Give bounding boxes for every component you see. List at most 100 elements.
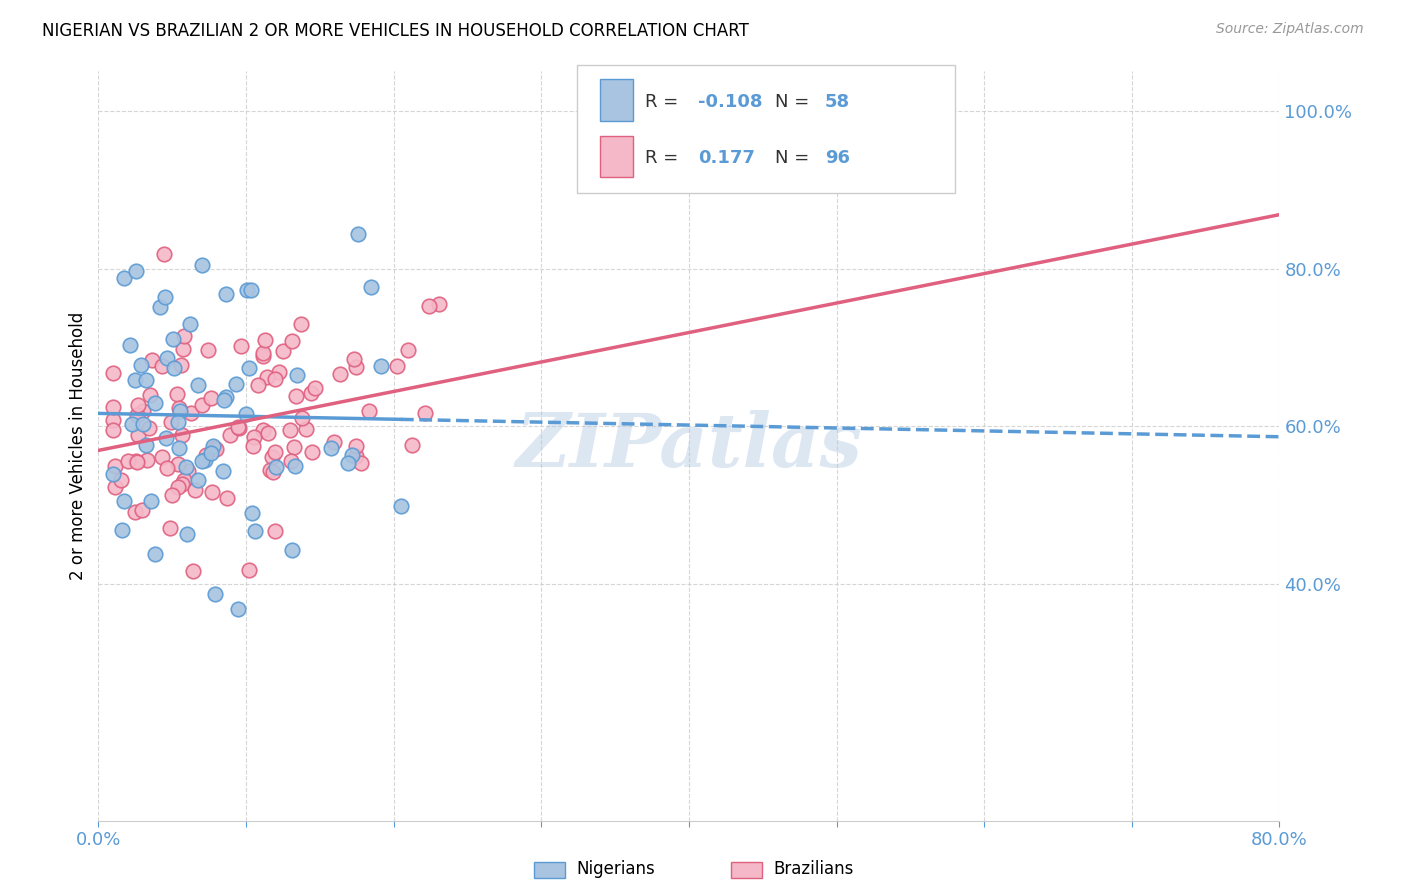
Point <box>235 407 257 421</box>
Point <box>343 352 366 367</box>
Point <box>110 473 132 487</box>
Point <box>180 406 202 420</box>
Point <box>167 401 190 415</box>
Point <box>132 404 155 418</box>
Point <box>336 457 359 471</box>
Point <box>212 392 235 407</box>
Point <box>389 500 412 514</box>
Point <box>229 339 252 353</box>
Point <box>257 425 280 440</box>
Point <box>177 464 200 478</box>
Point <box>155 431 177 445</box>
Point <box>174 459 197 474</box>
Point <box>127 455 149 469</box>
Point <box>120 338 142 352</box>
Point <box>329 368 352 382</box>
Point <box>195 448 218 462</box>
Point <box>173 328 195 343</box>
Point <box>127 428 149 442</box>
Point <box>205 442 228 457</box>
Point <box>179 317 201 331</box>
Point <box>204 587 226 601</box>
Point <box>143 396 166 410</box>
Point <box>291 411 314 425</box>
Point <box>294 422 316 436</box>
Point <box>156 351 179 366</box>
Point <box>271 344 294 359</box>
Point <box>240 506 263 520</box>
Point <box>150 359 173 373</box>
Text: 96: 96 <box>825 149 849 168</box>
Point <box>112 493 135 508</box>
Point <box>125 409 148 423</box>
Point <box>263 372 285 386</box>
Text: R =: R = <box>645 149 685 168</box>
Point <box>252 423 274 437</box>
Point <box>170 428 193 442</box>
Point <box>284 458 307 473</box>
Point <box>103 413 125 427</box>
Point <box>252 346 274 360</box>
Point <box>215 491 238 505</box>
Point <box>166 387 188 401</box>
Point <box>167 457 190 471</box>
Point <box>190 398 212 412</box>
Point <box>104 459 127 474</box>
Point <box>284 389 307 403</box>
Point <box>152 247 174 261</box>
Point <box>172 477 194 491</box>
Point <box>211 464 233 478</box>
Point <box>225 376 247 391</box>
Point <box>350 456 373 470</box>
Point <box>190 454 212 468</box>
Point <box>290 317 312 331</box>
Point <box>202 441 225 455</box>
Text: Nigerians: Nigerians <box>576 860 655 878</box>
Point <box>138 388 160 402</box>
Point <box>226 419 249 434</box>
Point <box>263 524 285 539</box>
Point <box>238 563 260 577</box>
Point <box>152 450 174 464</box>
Point <box>124 373 146 387</box>
Point <box>201 439 224 453</box>
Point <box>344 360 367 375</box>
Point <box>280 454 302 468</box>
Text: R =: R = <box>645 93 685 112</box>
Point <box>259 463 281 477</box>
Point <box>112 271 135 285</box>
Point <box>200 446 222 460</box>
Point <box>131 358 153 372</box>
Point <box>132 417 155 431</box>
Point <box>103 400 125 414</box>
Point <box>228 421 250 435</box>
Point <box>387 359 409 373</box>
Text: ZIPatlas: ZIPatlas <box>516 409 862 483</box>
Point <box>253 334 276 348</box>
FancyBboxPatch shape <box>576 65 955 193</box>
Y-axis label: 2 or more Vehicles in Household: 2 or more Vehicles in Household <box>69 312 87 580</box>
Point <box>141 353 163 368</box>
Point <box>167 441 190 455</box>
Point <box>138 421 160 435</box>
Point <box>160 415 183 429</box>
Point <box>264 444 287 458</box>
Point <box>149 300 172 314</box>
Point <box>281 542 304 557</box>
Point <box>226 602 249 616</box>
Point <box>176 526 198 541</box>
Point <box>104 480 127 494</box>
Point <box>215 390 238 404</box>
Point <box>187 378 209 392</box>
Point <box>125 453 148 467</box>
Text: NIGERIAN VS BRAZILIAN 2 OR MORE VEHICLES IN HOUSEHOLD CORRELATION CHART: NIGERIAN VS BRAZILIAN 2 OR MORE VEHICLES… <box>42 22 749 40</box>
Point <box>283 440 305 454</box>
Point <box>184 483 207 497</box>
Point <box>427 297 450 311</box>
Point <box>124 505 146 519</box>
Point <box>131 502 153 516</box>
Point <box>159 520 181 534</box>
Point <box>135 438 157 452</box>
Point <box>166 480 188 494</box>
Point <box>160 488 183 502</box>
